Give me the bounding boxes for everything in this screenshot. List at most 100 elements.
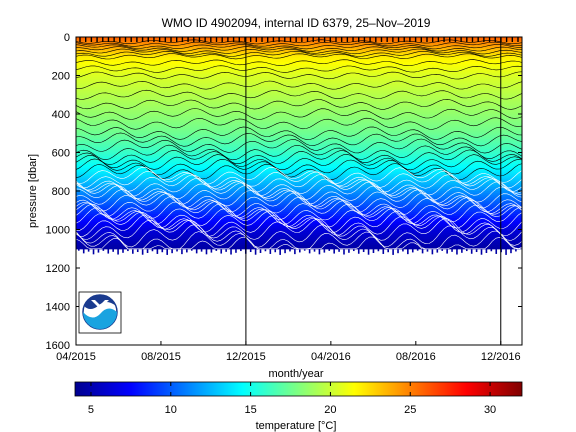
profile-tail	[372, 248, 375, 253]
isotherm-line	[76, 126, 522, 140]
isotherm-line	[76, 178, 522, 197]
colorbar-tick-label: 10	[165, 404, 177, 416]
temperature-band	[76, 179, 522, 182]
y-tick-label: 0	[64, 32, 70, 44]
profile-tail	[210, 248, 213, 253]
isotherm-line	[76, 71, 522, 80]
temperature-band	[76, 87, 522, 90]
profile-tail	[510, 248, 512, 254]
temperature-band	[76, 144, 522, 148]
temperature-band	[76, 88, 522, 92]
profile-tail	[132, 248, 134, 254]
profile-tail	[490, 248, 493, 252]
isotherm-line	[76, 166, 522, 185]
temperature-band	[76, 96, 522, 100]
y-tick-label: 600	[52, 148, 70, 160]
temperature-band	[76, 187, 522, 190]
y-tick-label: 200	[52, 71, 70, 83]
profile-tail	[353, 248, 355, 252]
profile-tail	[333, 248, 335, 254]
temperature-band	[76, 102, 522, 105]
temperature-band	[76, 171, 522, 175]
temperature-band	[76, 119, 522, 123]
profile-tail	[446, 248, 448, 254]
isotherm-line	[76, 59, 522, 67]
profile-tail	[480, 248, 483, 255]
profile-tail	[161, 248, 164, 253]
profile-tail	[225, 248, 227, 252]
temperature-band	[76, 156, 522, 159]
profile-tail	[284, 248, 286, 254]
temperature-band	[76, 233, 522, 236]
profile-tail	[249, 248, 252, 253]
temperature-band	[76, 241, 522, 244]
profile-tail	[151, 248, 154, 252]
colorbar-gradient	[74, 381, 523, 397]
profile-tail	[215, 248, 218, 251]
isotherm-line	[76, 207, 522, 229]
y-tick-label: 1600	[46, 340, 70, 352]
profile-tail	[318, 248, 321, 255]
colorbar-tick-label: 15	[244, 404, 256, 416]
temperature-band	[76, 204, 522, 207]
profile-tail	[97, 248, 100, 253]
profile-tail	[289, 248, 291, 252]
profile-tail	[343, 248, 345, 255]
profile-tail	[205, 248, 208, 255]
temperature-band	[76, 139, 522, 142]
temperature-band	[76, 71, 522, 75]
profile-tail	[107, 248, 110, 254]
colorbar-label: temperature [°C]	[256, 420, 337, 432]
profile-tail	[294, 248, 296, 255]
temperature-band	[76, 63, 522, 67]
temperature-band	[76, 164, 522, 167]
profile-tail	[377, 248, 380, 252]
temperature-band	[76, 100, 522, 104]
temperature-band	[76, 108, 522, 111]
isotherm-line	[76, 50, 522, 57]
isotherm-contours	[76, 39, 522, 250]
temperature-band	[76, 40, 522, 44]
temperature-band	[76, 129, 522, 132]
profile-tail	[274, 248, 277, 253]
temperature-band	[76, 206, 522, 209]
profile-tail	[279, 248, 281, 255]
y-tick-label: 800	[52, 186, 70, 198]
temperature-band	[76, 123, 522, 127]
profile-tail	[117, 248, 119, 255]
temperature-band	[76, 73, 522, 77]
x-tick-label: 12/2015	[226, 351, 266, 363]
profile-tail	[323, 248, 326, 253]
profile-tail	[338, 248, 340, 252]
profile-tail	[485, 248, 488, 253]
y-axis-label: pressure [dbar]	[27, 154, 39, 228]
isotherm-line	[76, 80, 522, 90]
colorbar-tick-label: 20	[324, 404, 336, 416]
profile-tail	[78, 248, 80, 251]
temperature-band	[76, 58, 522, 61]
temperature-band	[76, 121, 522, 125]
profile-tail	[156, 248, 159, 254]
temperature-band	[76, 229, 522, 233]
profile-tail	[426, 248, 429, 252]
temperature-band	[76, 75, 522, 79]
profile-tail	[230, 248, 232, 255]
profile-tail	[240, 248, 242, 252]
temperature-band	[76, 181, 522, 184]
profile-tail	[264, 248, 267, 252]
temperature-band	[76, 185, 522, 188]
temperature-band	[76, 242, 522, 246]
temperature-band	[76, 37, 522, 40]
profile-tail	[465, 248, 468, 252]
profile-tail	[495, 248, 498, 254]
temperature-band	[76, 227, 522, 231]
temperature-band	[76, 235, 522, 238]
temperature-band	[76, 225, 522, 229]
temperature-band	[76, 90, 522, 94]
year-marker-lines	[245, 37, 502, 345]
profile-tail	[235, 248, 237, 253]
profile-tail	[328, 248, 331, 251]
isotherm-line	[76, 189, 522, 209]
profile-tail	[402, 248, 404, 252]
profile-tail	[441, 248, 444, 251]
